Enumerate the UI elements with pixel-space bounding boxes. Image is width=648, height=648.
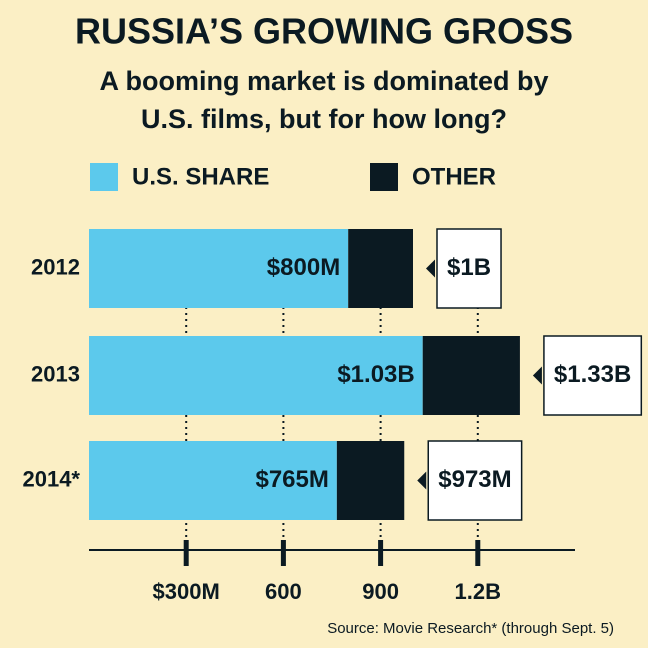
- total-pointer: [417, 471, 427, 490]
- source-note: Source: Movie Research* (through Sept. 5…: [327, 620, 614, 637]
- y-tick-label: 2014*: [22, 466, 80, 491]
- x-tick-label: $300M: [153, 579, 220, 604]
- total-pointer: [532, 366, 542, 385]
- total-label: $973M: [438, 466, 511, 493]
- total-box: [427, 440, 523, 521]
- value-label: $800M: [267, 254, 340, 281]
- chart-subtitle: A booming market is dominated by: [99, 66, 548, 96]
- total-box: [543, 335, 643, 416]
- bar-segment: [336, 441, 405, 520]
- x-tick-label: 900: [362, 579, 399, 604]
- value-label: $1.03B: [337, 361, 414, 388]
- y-tick-label: 2013: [31, 361, 80, 386]
- legend-swatch: [90, 163, 118, 191]
- bar-segment: [422, 336, 520, 415]
- chart-subtitle: U.S. films, but for how long?: [141, 104, 507, 134]
- legend-label: OTHER: [412, 163, 496, 190]
- chart-title: RUSSIA’S GROWING GROSS: [75, 11, 573, 52]
- x-tick-label: 1.2B: [455, 579, 501, 604]
- legend-label: U.S. SHARE: [132, 163, 269, 190]
- bar-segment: [89, 336, 423, 415]
- total-box: [436, 228, 502, 309]
- y-tick-label: 2012: [31, 254, 80, 279]
- value-label: $765M: [255, 466, 328, 493]
- total-pointer: [426, 259, 435, 278]
- x-tick-label: 600: [265, 579, 302, 604]
- legend-swatch: [370, 163, 398, 191]
- total-label: $1.33B: [554, 361, 631, 388]
- bar-segment: [89, 441, 337, 520]
- bar-segment: [89, 229, 349, 308]
- bar-segment: [348, 229, 413, 308]
- total-label: $1B: [447, 254, 491, 281]
